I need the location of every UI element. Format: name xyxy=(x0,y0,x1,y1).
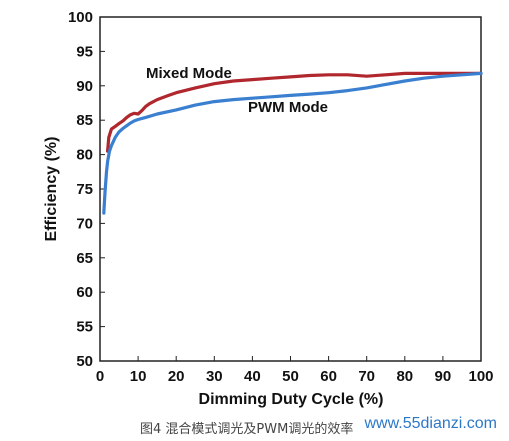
y-axis-ticks: 50 55 60 65 70 75 80 85 90 95 100 xyxy=(68,9,105,370)
series-line-mixed-mode xyxy=(105,71,483,153)
figure-caption: 图4 混合模式调光及PWM调光的效率 xyxy=(140,422,354,437)
y-tick-label: 80 xyxy=(76,147,93,164)
y-tick-label: 70 xyxy=(76,215,93,232)
y-tick-label: 60 xyxy=(76,284,93,301)
y-tick-label: 90 xyxy=(76,78,93,95)
y-tick-label: 95 xyxy=(76,43,93,60)
x-tick-label: 100 xyxy=(468,368,493,385)
x-tick-label: 80 xyxy=(396,368,413,385)
x-tick-label: 60 xyxy=(320,368,337,385)
series-label-pwm-mode: PWM Mode xyxy=(248,99,328,116)
y-tick-label: 100 xyxy=(68,9,93,26)
y-tick-label: 55 xyxy=(76,319,93,336)
series-lines xyxy=(102,71,483,215)
x-tick-label: 50 xyxy=(282,368,299,385)
y-tick-label: 85 xyxy=(76,112,93,129)
x-tick-label: 40 xyxy=(244,368,261,385)
y-tick-label: 65 xyxy=(76,250,93,267)
x-tick-label: 20 xyxy=(168,368,185,385)
series-label-mixed-mode: Mixed Mode xyxy=(146,65,232,82)
x-tick-label: 0 xyxy=(96,368,104,385)
y-tick-label: 75 xyxy=(76,181,93,198)
x-axis-ticks: 0 10 20 30 40 50 60 70 80 90 100 xyxy=(96,356,494,385)
x-tick-label: 30 xyxy=(206,368,223,385)
y-tick-label: 50 xyxy=(76,353,93,370)
x-tick-label: 10 xyxy=(130,368,147,385)
x-tick-label: 90 xyxy=(435,368,452,385)
x-tick-label: 70 xyxy=(358,368,375,385)
y-axis-title: Efficiency (%) xyxy=(43,137,60,242)
watermark: www.55dianzi.com xyxy=(364,415,498,432)
series-line-pwm-mode xyxy=(102,71,483,215)
x-axis-title: Dimming Duty Cycle (%) xyxy=(199,391,384,408)
